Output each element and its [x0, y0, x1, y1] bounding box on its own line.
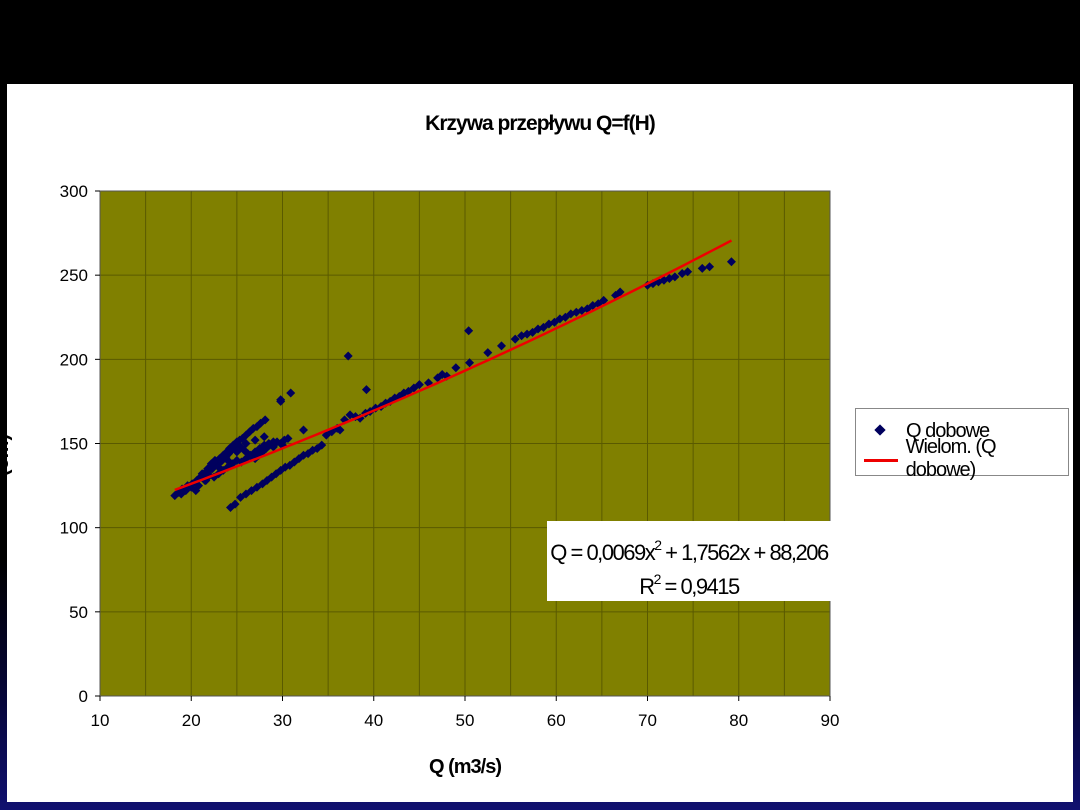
legend: Q dobowe Wielom. (Q dobowe) [855, 408, 1069, 481]
data-point [343, 351, 353, 361]
data-point [335, 425, 345, 435]
data-point [615, 287, 625, 297]
legend-label: Q dobowe [906, 419, 990, 442]
data-point [510, 334, 520, 344]
data-point [260, 415, 270, 425]
chart-title: Krzywa przepływu Q=f(H) [425, 112, 656, 135]
data-point [726, 257, 736, 267]
x-tick-label: 20 [182, 711, 201, 730]
data-point [241, 439, 251, 448]
data-point [317, 440, 327, 450]
equation-text: Q = 0,0069x2 + 1,7562x + 88,206 [550, 537, 829, 565]
x-tick-label: 90 [821, 711, 840, 730]
x-tick-label: 80 [729, 711, 748, 730]
x-axis-label: Q (m3/s) [428, 756, 502, 778]
data-point [286, 388, 296, 398]
data-point [268, 437, 278, 447]
data-point [250, 435, 260, 445]
data-point [451, 363, 461, 373]
data-point [483, 348, 493, 358]
data-point [214, 462, 224, 472]
y-tick-label: 150 [60, 435, 88, 454]
line-marker-icon [864, 449, 898, 469]
x-tick-label: 10 [91, 711, 110, 730]
data-point [259, 432, 269, 442]
data-point [465, 358, 475, 368]
data-point [283, 433, 293, 443]
trend-line [174, 239, 733, 492]
x-tick-label: 60 [547, 711, 566, 730]
r-squared-text: R2 = 0,9415 [639, 571, 740, 599]
data-point [194, 481, 204, 491]
plot-area: 10 20 30 40 50 60 70 80 90 0 50 100 150 200 250 300 [60, 182, 840, 730]
x-tick-label: 70 [638, 711, 657, 730]
legend-label: Wielom. (Q dobowe) [905, 436, 997, 481]
x-tick-label: 30 [273, 711, 292, 730]
data-point [230, 499, 240, 509]
y-tick-label: 250 [60, 266, 88, 285]
data-point [705, 262, 715, 272]
y-tick-label: 100 [60, 519, 88, 538]
data-point [414, 380, 424, 390]
legend-item-q-dobowe: Q dobowe [864, 417, 990, 445]
data-point [223, 455, 233, 465]
y-tick-label: 200 [60, 350, 88, 369]
y-axis-label: (cm) [0, 433, 13, 477]
legend-item-wielom: Wielom. (Q dobowe) [864, 436, 1068, 481]
data-point [197, 469, 207, 479]
data-point [232, 447, 242, 457]
data-point [670, 272, 680, 282]
data-point [683, 267, 693, 277]
data-point [268, 442, 278, 452]
y-tick-label: 300 [60, 182, 88, 201]
data-point [697, 263, 707, 273]
y-tick-label: 50 [69, 603, 88, 622]
data-point [497, 341, 506, 351]
trendline-equation: Q = 0,0069x2 + 1,7562x + 88,206 R2 = 0,9… [547, 521, 831, 601]
x-tick-label: 50 [456, 711, 475, 730]
data-point [276, 395, 286, 405]
data-point [599, 295, 609, 305]
data-point [361, 385, 371, 395]
diamond-marker-icon [864, 421, 898, 441]
x-tick-label: 40 [364, 711, 383, 730]
y-tick-label: 0 [79, 687, 88, 706]
data-point [298, 425, 308, 435]
data-point [464, 326, 474, 336]
